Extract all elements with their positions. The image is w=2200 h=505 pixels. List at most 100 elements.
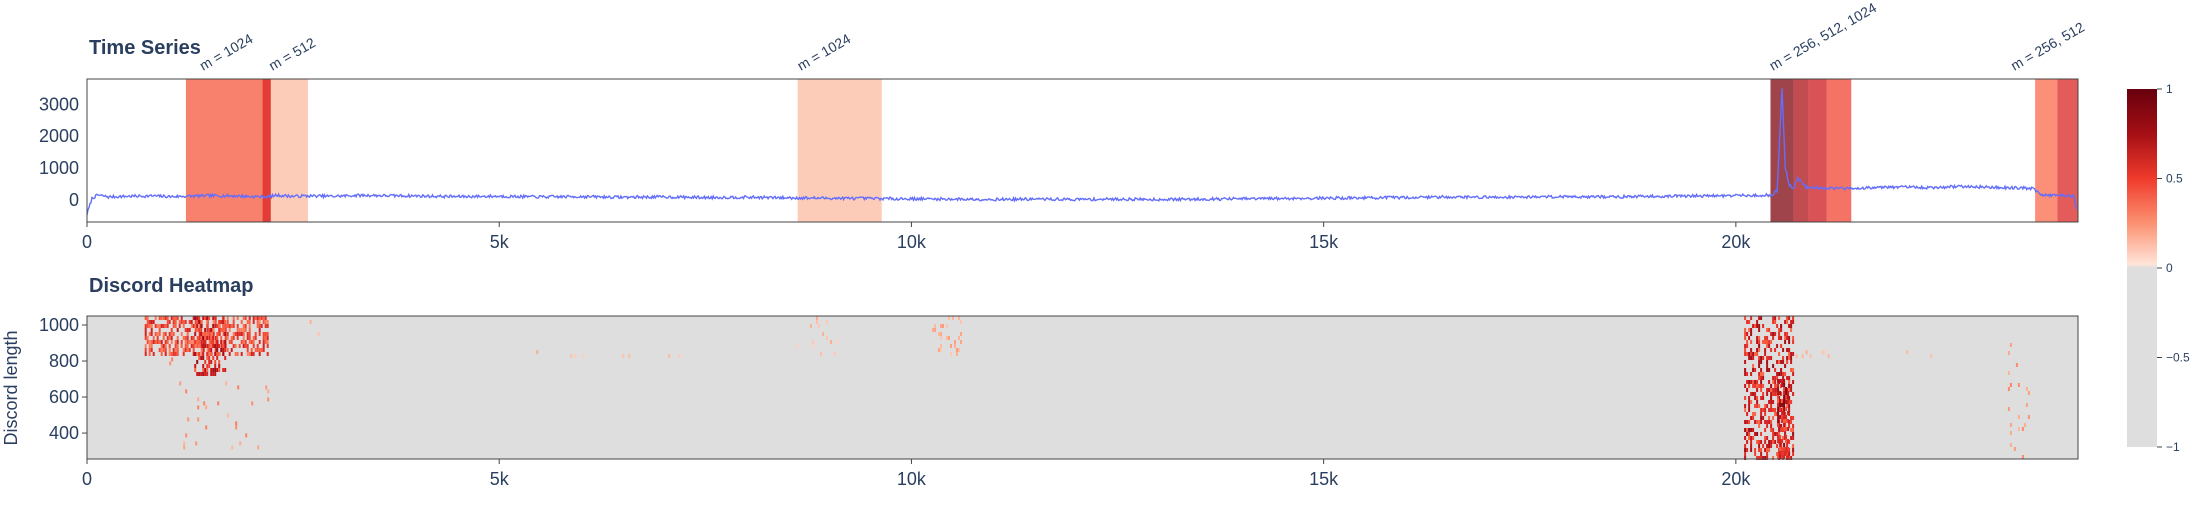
heatmap-cell xyxy=(1746,388,1749,392)
heatmap-cell xyxy=(168,332,171,336)
heatmap-cell xyxy=(166,336,169,340)
heatmap-cell xyxy=(1750,316,1753,320)
heatmap-cell xyxy=(1778,328,1781,332)
heatmap-cell xyxy=(1766,404,1769,408)
heatmap-cell xyxy=(166,316,169,320)
ts-x-tick-label-3: 15k xyxy=(1309,232,1339,252)
heatmap-cell xyxy=(150,332,153,336)
heatmap-cell xyxy=(1748,404,1751,408)
heatmap-cell xyxy=(1782,372,1785,376)
heatmap-cell xyxy=(1781,411,1784,415)
heatmap-cell xyxy=(234,352,237,356)
heatmap-cell xyxy=(150,348,153,352)
heatmap-cell xyxy=(2017,427,2020,431)
hm-x-tick-label-3: 15k xyxy=(1309,469,1339,489)
heatmap-cell xyxy=(1756,396,1759,400)
heatmap-cell xyxy=(236,352,239,356)
heatmap-cell xyxy=(258,316,261,320)
heatmap-cell xyxy=(164,352,167,356)
heatmap-cell xyxy=(570,354,573,359)
heatmap-cell xyxy=(224,340,227,344)
heatmap-cell xyxy=(1786,444,1789,448)
heatmap-cell xyxy=(1750,436,1753,440)
heatmap-cell xyxy=(1758,360,1761,364)
heatmap-cell xyxy=(232,336,235,340)
heatmap-cell xyxy=(188,348,191,352)
heatmap-cell xyxy=(260,324,263,328)
heatmap-cell xyxy=(174,324,177,328)
heatmap-cell xyxy=(184,328,187,332)
heatmap-cell xyxy=(262,332,265,336)
heatmap-cell xyxy=(1785,387,1788,391)
heatmap-cell xyxy=(948,336,950,340)
heatmap-cell xyxy=(184,348,187,352)
heatmap-cell xyxy=(166,340,169,344)
heatmap-cell xyxy=(1783,447,1786,451)
hm-y-tick-label-0: 400 xyxy=(49,423,79,443)
heatmap-cell xyxy=(210,340,213,344)
heatmap-cell xyxy=(1758,456,1761,460)
heatmap-cell xyxy=(1756,388,1759,392)
heatmap-cell xyxy=(1752,384,1755,388)
heatmap-cell xyxy=(242,316,245,320)
heatmap-cell xyxy=(1768,420,1771,424)
heatmap-cell xyxy=(218,344,221,348)
heatmap-cell xyxy=(1774,316,1777,320)
heatmap-cell xyxy=(248,324,251,328)
heatmap-cell xyxy=(960,320,962,324)
heatmap-cell xyxy=(1758,364,1761,368)
heatmap-cell xyxy=(1774,392,1777,396)
heatmap-cell xyxy=(826,320,828,324)
heatmap-cell xyxy=(262,344,265,348)
heatmap-cell xyxy=(1756,340,1759,344)
heatmap-cell xyxy=(1744,348,1747,352)
heatmap-cell xyxy=(258,328,261,332)
heatmap-cell xyxy=(1788,348,1791,352)
heatmap-cell xyxy=(190,320,193,324)
heatmap-cell xyxy=(208,340,211,344)
heatmap-cell xyxy=(1746,332,1749,336)
heatmap-cell xyxy=(1770,408,1773,412)
heatmap-cell xyxy=(1792,380,1795,384)
heatmap-cell xyxy=(226,324,229,328)
heatmap-cell xyxy=(1772,388,1775,392)
heatmap-cell xyxy=(1756,384,1759,388)
heatmap-cell xyxy=(1778,336,1781,340)
heatmap-cell xyxy=(1774,384,1777,388)
heatmap-cell xyxy=(210,352,213,356)
heatmap-cell xyxy=(184,340,187,344)
heatmap-cell xyxy=(164,324,167,328)
heatmap-cell xyxy=(182,348,185,352)
heatmap-cell xyxy=(1783,419,1786,423)
heatmap-cell xyxy=(214,324,217,328)
heatmap-cell xyxy=(1744,328,1747,332)
heatmap-cell xyxy=(222,348,225,352)
heatmap-cell xyxy=(1758,348,1761,352)
heatmap-cell xyxy=(1748,380,1751,384)
heatmap-cell xyxy=(1758,344,1761,348)
heatmap-cell xyxy=(1770,396,1773,400)
heatmap-cell xyxy=(222,344,225,348)
heatmap-cell xyxy=(194,340,197,344)
heatmap-cell xyxy=(1760,380,1763,384)
heatmap-cell xyxy=(826,336,828,340)
heatmap-cell xyxy=(146,320,149,324)
heatmap-cell xyxy=(182,320,185,324)
heatmap-cell xyxy=(218,320,221,324)
heatmap-cell xyxy=(186,336,189,340)
heatmap-cell xyxy=(1748,400,1751,404)
heatmap-cell xyxy=(196,360,199,364)
heatmap-cell xyxy=(1788,424,1791,428)
heatmap-cell xyxy=(258,332,261,336)
heatmap-cell xyxy=(206,344,209,348)
heatmap-cell xyxy=(228,340,231,344)
heatmap-cell xyxy=(1768,440,1771,444)
heatmap-cell xyxy=(1748,336,1751,340)
heatmap-cell xyxy=(214,348,217,352)
heatmap-cell xyxy=(958,348,960,352)
heatmap-cell xyxy=(206,316,209,320)
heatmap-cell xyxy=(1777,391,1780,395)
ts-x-tick-label-2: 10k xyxy=(897,232,927,252)
heatmap-cell xyxy=(1748,352,1751,356)
heatmap-cell xyxy=(1785,407,1788,411)
